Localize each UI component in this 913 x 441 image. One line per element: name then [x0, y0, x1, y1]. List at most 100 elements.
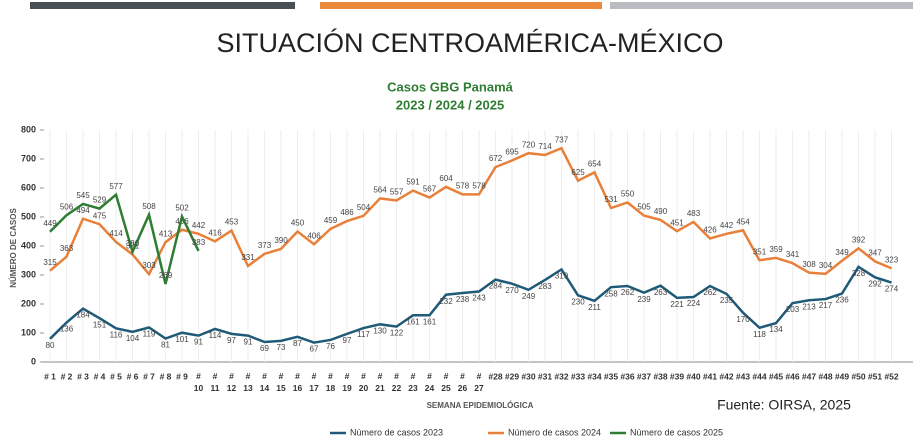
x-tick-label: #39	[670, 371, 684, 381]
x-tick-label: #43	[736, 371, 750, 381]
x-tick-label: #44	[752, 371, 766, 381]
x-tick-label: #25	[441, 371, 451, 393]
x-tick-label: #14	[260, 371, 270, 393]
x-tick-label: #12	[227, 371, 237, 393]
data-label: 184	[76, 311, 90, 320]
x-tick-label: #33	[571, 371, 585, 381]
x-tick-label: #18	[326, 371, 336, 393]
data-label: 604	[439, 174, 453, 183]
chart-subtitle: 2023 / 2024 / 2025	[396, 97, 504, 112]
data-label: 578	[456, 181, 470, 190]
data-label: 274	[885, 285, 899, 294]
x-tick-label: #20	[359, 371, 369, 393]
x-tick-label: # 6	[127, 371, 139, 381]
data-label: 449	[43, 219, 57, 228]
top-bar	[610, 2, 913, 9]
x-tick-label: # 1	[44, 371, 56, 381]
data-label: 577	[109, 182, 123, 191]
legend-label: Número de casos 2025	[630, 427, 723, 437]
data-label: 73	[277, 343, 286, 352]
x-tick-label: #24	[425, 371, 435, 393]
y-tick-label: 600	[21, 182, 36, 192]
data-label: 486	[340, 208, 354, 217]
x-tick-label: #15	[276, 371, 286, 393]
x-tick-label: #34	[587, 371, 601, 381]
legend-label: Número de casos 2024	[508, 427, 601, 437]
data-label: 413	[159, 229, 173, 238]
x-tick-label: #47	[802, 371, 816, 381]
x-tick-label: # 2	[61, 371, 73, 381]
x-tick-label: #38	[653, 371, 667, 381]
data-label: 494	[76, 206, 90, 215]
data-label: 91	[194, 338, 203, 347]
y-tick-label: 800	[21, 124, 36, 134]
x-tick-label: #26	[458, 371, 468, 393]
data-label: 308	[802, 260, 816, 269]
data-label: 459	[324, 216, 338, 225]
y-tick-label: 100	[21, 327, 36, 337]
data-label: 390	[274, 236, 288, 245]
data-label: 230	[571, 297, 585, 306]
data-label: 283	[538, 282, 552, 291]
data-label: 373	[258, 241, 272, 250]
data-label: 349	[835, 248, 849, 257]
data-label: 341	[786, 250, 800, 259]
y-tick-label: 300	[21, 269, 36, 279]
y-tick-label: 500	[21, 211, 36, 221]
data-label: 262	[621, 288, 635, 297]
x-tick-label: #35	[604, 371, 618, 381]
data-label: 217	[819, 301, 833, 310]
x-tick-label: #52	[884, 371, 898, 381]
data-label: 136	[60, 325, 74, 334]
data-label: 359	[769, 245, 783, 254]
data-label: 235	[720, 296, 734, 305]
data-label: 545	[76, 191, 90, 200]
data-label: 67	[310, 345, 319, 354]
data-label: 506	[60, 202, 74, 211]
x-tick-label: #41	[703, 371, 717, 381]
data-label: 654	[588, 159, 602, 168]
data-label: 224	[687, 299, 701, 308]
data-label: 591	[406, 178, 420, 187]
x-tick-label: #11	[211, 371, 220, 393]
x-tick-label: #29	[505, 371, 519, 381]
x-tick-label: #28	[488, 371, 502, 381]
x-axis-label: SEMANA EPIDEMIOLÓGICA	[427, 401, 534, 410]
data-label: 567	[423, 185, 437, 194]
data-label: 221	[670, 300, 684, 309]
data-label: 490	[654, 207, 668, 216]
data-label: 380	[126, 239, 140, 248]
x-tick-label: #21	[375, 371, 385, 393]
x-tick-label: #23	[408, 371, 418, 393]
data-label: 347	[868, 248, 882, 257]
x-tick-label: #19	[342, 371, 352, 393]
data-label: 578	[472, 181, 486, 190]
data-label: 416	[208, 228, 222, 237]
legend-label: Número de casos 2023	[350, 427, 443, 437]
source: Fuente: OIRSA, 2025	[717, 397, 851, 413]
data-label: 383	[192, 238, 206, 247]
data-label: 263	[654, 288, 668, 297]
data-label: 236	[835, 296, 849, 305]
data-label: 323	[885, 255, 899, 264]
data-label: 406	[307, 231, 321, 240]
data-label: 303	[142, 261, 156, 270]
data-label: 475	[93, 211, 107, 220]
data-label: 737	[555, 135, 569, 144]
data-label: 232	[439, 297, 453, 306]
data-label: 695	[505, 148, 519, 157]
data-label: 508	[142, 202, 156, 211]
data-label: 351	[753, 247, 767, 256]
data-label: 114	[209, 331, 222, 340]
x-tick-label: # 9	[176, 371, 188, 381]
data-label: 116	[110, 330, 123, 339]
y-axis-label: NÚMERO DE CASOS	[9, 208, 18, 288]
y-tick-label: 200	[21, 298, 36, 308]
data-label: 118	[753, 330, 766, 339]
data-label: 531	[604, 195, 618, 204]
data-label: 69	[260, 344, 269, 353]
top-bar	[320, 2, 602, 9]
data-label: 76	[326, 342, 335, 351]
data-label: 270	[505, 286, 519, 295]
x-tick-label: #16	[293, 371, 303, 393]
